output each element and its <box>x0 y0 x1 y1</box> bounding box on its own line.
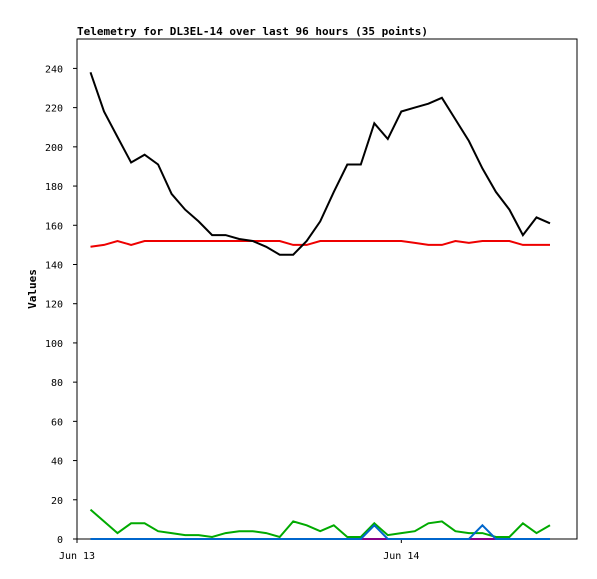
y-tick-label: 80 <box>51 378 63 389</box>
x-tick-label: Jun 14 <box>383 551 419 562</box>
series-layer <box>89 71 551 540</box>
y-tick-label: 160 <box>45 221 63 232</box>
chart-title: Telemetry for DL3EL-14 over last 96 hour… <box>77 25 428 38</box>
series-line-1 <box>90 239 550 248</box>
y-tick-label: 200 <box>45 143 63 154</box>
y-tick-label: 120 <box>45 300 63 311</box>
y-tick-label: 40 <box>51 457 63 468</box>
y-tick-label: 140 <box>45 260 63 271</box>
series-line-0 <box>89 71 551 256</box>
y-axis: 0 20 40 60 80 100 120 140 160 180 200 220 240 <box>45 64 77 546</box>
y-tick-label: 180 <box>45 182 63 193</box>
x-tick-label: Jun 13 <box>59 551 95 562</box>
y-tick-label: 60 <box>51 417 63 428</box>
y-tick-label: 20 <box>51 496 63 507</box>
y-tick-label: 0 <box>57 535 63 546</box>
y-tick-label: 100 <box>45 339 63 350</box>
y-axis-label: Values <box>26 269 39 309</box>
series-line-2 <box>90 523 550 540</box>
y-tick-label: 240 <box>45 64 63 75</box>
y-tick-label: 220 <box>45 104 63 115</box>
